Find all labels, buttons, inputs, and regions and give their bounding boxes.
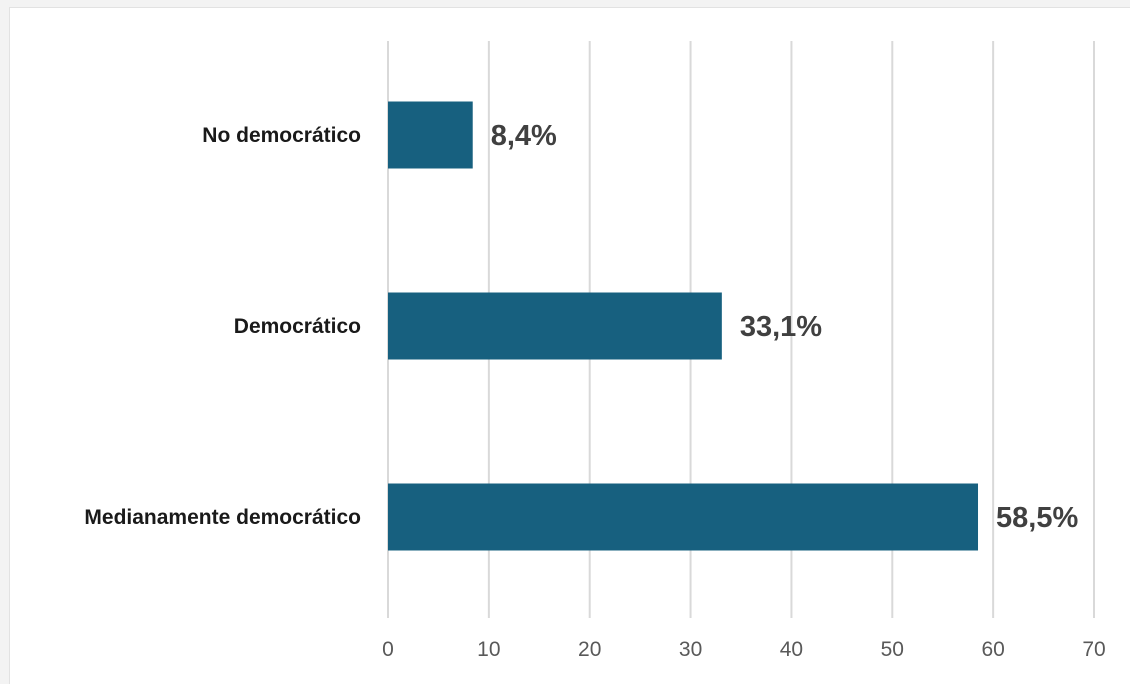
bar (388, 292, 722, 360)
data-label: 8,4% (491, 120, 557, 152)
x-tick-label: 10 (477, 638, 500, 661)
category-label: No democrático (202, 124, 361, 147)
x-tick-label: 30 (679, 638, 702, 661)
bar (388, 101, 473, 169)
bar (388, 483, 979, 551)
x-tick-label: 0 (382, 638, 394, 661)
data-label: 58,5% (996, 502, 1078, 534)
bar-chart: 0 10 20 30 40 50 60 70 No democrático 8,4% Democrá… (84, 41, 1106, 661)
chart-frame: 0 10 20 30 40 50 60 70 No democrático 8,4% Democrá… (9, 7, 1130, 684)
category-label: Medianamente democrático (84, 506, 361, 529)
x-tick-label: 40 (780, 638, 803, 661)
data-label: 33,1% (740, 311, 822, 343)
labels: 0 10 20 30 40 50 60 70 No democrático 8,4% Democrá… (84, 120, 1105, 661)
x-tick-label: 70 (1082, 638, 1105, 661)
x-tick-label: 20 (578, 638, 601, 661)
x-tick-label: 60 (981, 638, 1004, 661)
bars (388, 101, 979, 551)
category-label: Democrático (234, 315, 361, 338)
x-tick-label: 50 (881, 638, 904, 661)
